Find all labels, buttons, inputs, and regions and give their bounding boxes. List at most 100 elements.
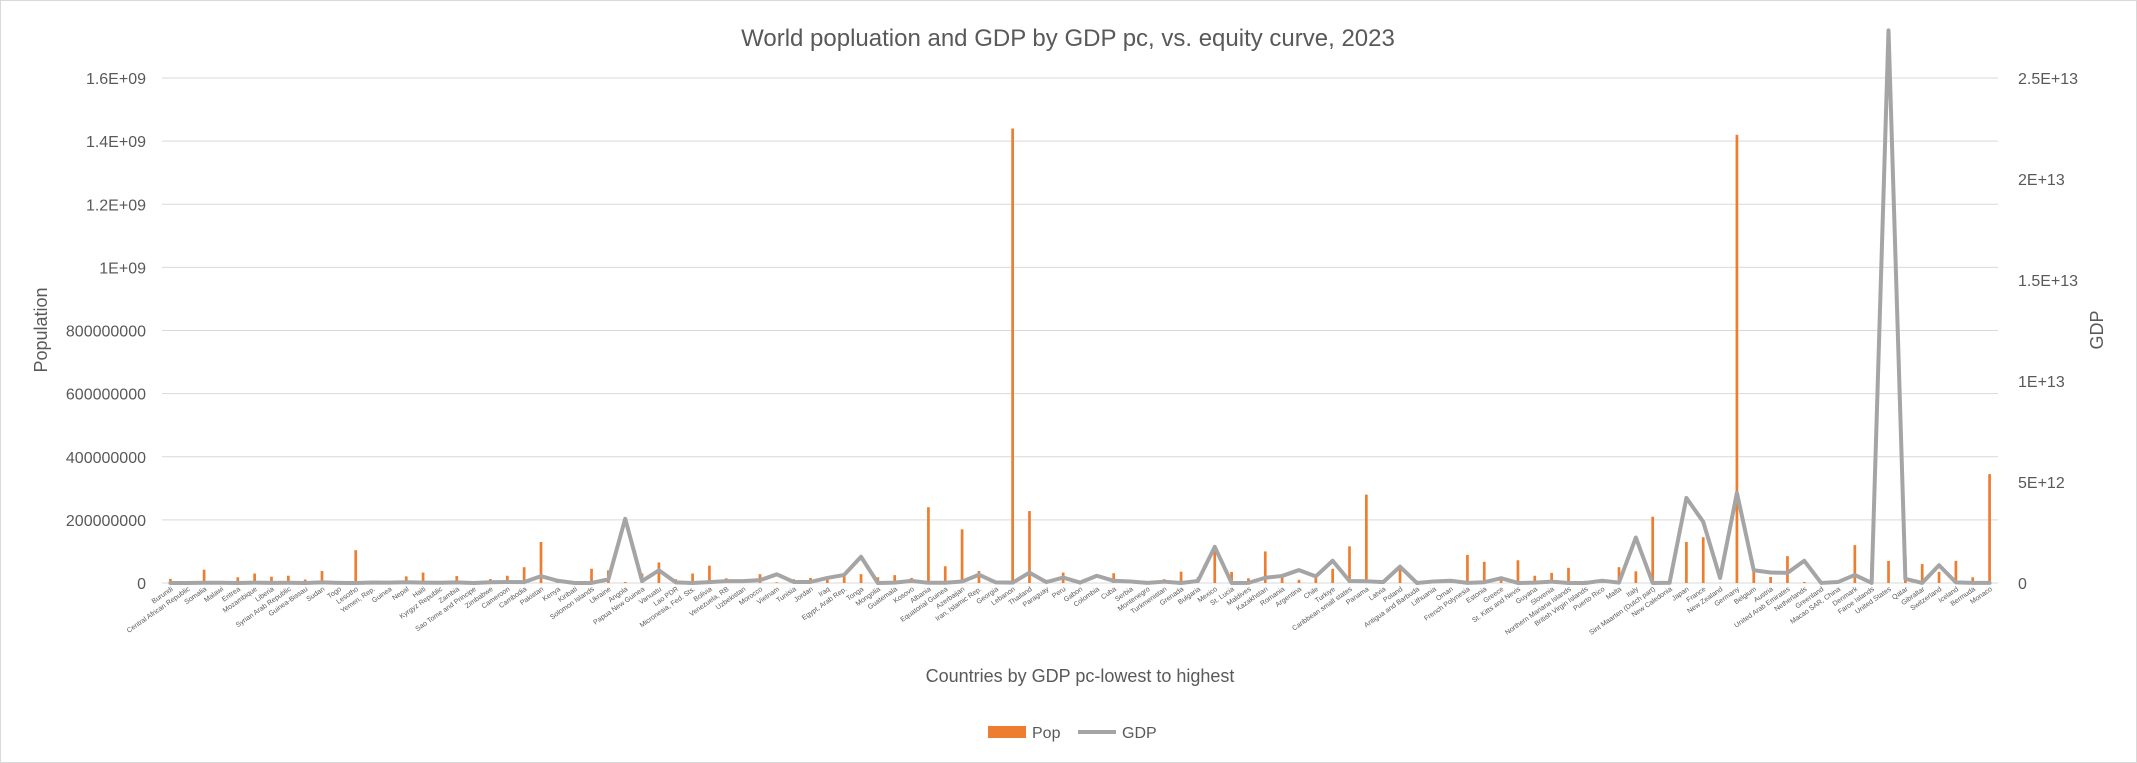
y2-tick-label: 5E+12 bbox=[2018, 475, 2065, 492]
pop-bar bbox=[1516, 560, 1520, 583]
x-axis-title: Countries by GDP pc-lowest to highest bbox=[926, 666, 1235, 686]
pop-bar bbox=[1179, 571, 1183, 583]
y2-axis-title: GDP bbox=[2087, 310, 2107, 349]
y-tick-label: 200000000 bbox=[66, 513, 146, 530]
legend: Pop GDP bbox=[988, 725, 1157, 742]
pop-bar bbox=[943, 566, 947, 583]
gdp-line bbox=[168, 28, 1992, 585]
y-tick-label: 1.4E+09 bbox=[86, 134, 146, 151]
category-label: Malta bbox=[1605, 586, 1623, 602]
y-axis-ticks: 0 200000000 400000000 600000000 800000000 1E+… bbox=[66, 71, 146, 593]
y2-tick-label: 0 bbox=[2018, 576, 2027, 593]
pop-bar bbox=[270, 576, 273, 583]
pop-bar bbox=[455, 576, 459, 583]
pop-bar bbox=[404, 576, 408, 583]
pop-bar bbox=[1651, 516, 1655, 583]
y2-tick-label: 1E+13 bbox=[2018, 374, 2065, 391]
pop-bar bbox=[657, 562, 661, 583]
y2-tick-label: 2.5E+13 bbox=[2018, 71, 2078, 88]
y-tick-label: 800000000 bbox=[66, 324, 146, 341]
pop-bar bbox=[691, 573, 694, 583]
pop-bar bbox=[1280, 574, 1284, 583]
pop-bar bbox=[1028, 511, 1031, 583]
y-tick-label: 0 bbox=[137, 576, 146, 593]
pop-bar bbox=[1213, 546, 1217, 583]
pop-bar bbox=[775, 582, 779, 583]
pop-bar bbox=[253, 573, 256, 583]
pop-bar bbox=[354, 550, 358, 583]
pop-bar bbox=[825, 578, 829, 583]
pop-bar bbox=[1752, 568, 1756, 583]
pop-bar bbox=[1617, 567, 1621, 583]
legend-swatch-pop bbox=[988, 726, 1026, 738]
pop-bar bbox=[1314, 576, 1318, 583]
pop-bar bbox=[1499, 579, 1503, 583]
pop-bar bbox=[893, 575, 897, 583]
pop-bar bbox=[1634, 571, 1638, 583]
pop-bar bbox=[1466, 554, 1469, 583]
y-tick-label: 400000000 bbox=[66, 450, 146, 467]
pop-bar bbox=[977, 571, 981, 583]
y2-axis-ticks: 0 5E+12 1E+13 1.5E+13 2E+13 2.5E+13 bbox=[2018, 71, 2078, 593]
gridlines bbox=[162, 77, 1998, 584]
category-label: Malawi bbox=[203, 586, 225, 604]
category-label: Nepal bbox=[391, 586, 410, 602]
pop-bar bbox=[1971, 577, 1975, 583]
pop-bar bbox=[590, 568, 593, 583]
y-axis-title: Population bbox=[31, 287, 51, 372]
pop-bar bbox=[1230, 571, 1233, 583]
pop-bar bbox=[1247, 578, 1250, 583]
pop-bar bbox=[1398, 568, 1402, 583]
pop-bar bbox=[1920, 564, 1924, 583]
pop-bar bbox=[1887, 560, 1890, 583]
pop-bar bbox=[1802, 581, 1806, 583]
pop-bar bbox=[1685, 541, 1688, 583]
pop-bar bbox=[1735, 134, 1739, 583]
pop-bar bbox=[1937, 571, 1941, 583]
pop-bar bbox=[708, 565, 711, 583]
pop-bar bbox=[1348, 546, 1351, 583]
pop-bar bbox=[1533, 575, 1537, 583]
pop-bar bbox=[1567, 567, 1570, 583]
pop-bar bbox=[1263, 551, 1267, 583]
pop-bar bbox=[842, 573, 846, 583]
y2-tick-label: 1.5E+13 bbox=[2018, 273, 2078, 290]
y-tick-label: 1.2E+09 bbox=[86, 197, 146, 214]
pop-bar bbox=[1550, 572, 1553, 583]
y-tick-label: 1E+09 bbox=[99, 260, 146, 277]
legend-label-pop: Pop bbox=[1032, 725, 1061, 742]
pop-bar bbox=[1769, 577, 1772, 583]
pop-bar bbox=[236, 577, 240, 583]
y-tick-label: 1.6E+09 bbox=[86, 71, 146, 88]
pop-bar bbox=[522, 567, 526, 583]
pop-bar bbox=[960, 529, 964, 583]
pop-bar bbox=[1331, 568, 1335, 583]
pop-bar bbox=[505, 575, 509, 583]
pop-bar bbox=[1365, 494, 1368, 584]
pop-bar bbox=[1482, 561, 1486, 583]
y-tick-label: 600000000 bbox=[66, 387, 146, 404]
pop-bar bbox=[286, 575, 290, 583]
pop-bar bbox=[927, 507, 930, 583]
pop-bar bbox=[1988, 474, 1991, 583]
pop-bar bbox=[1701, 537, 1705, 583]
pop-bars bbox=[169, 128, 1991, 584]
pop-bar bbox=[1853, 545, 1857, 584]
pop-bar bbox=[1112, 573, 1116, 583]
pop-bar bbox=[320, 571, 324, 583]
pop-bar bbox=[1297, 579, 1301, 583]
pop-bar bbox=[1011, 128, 1014, 583]
pop-bar bbox=[859, 574, 863, 583]
pop-bar bbox=[1786, 556, 1789, 583]
pop-bar bbox=[1954, 560, 1958, 583]
y2-tick-label: 2E+13 bbox=[2018, 172, 2065, 189]
pop-bar bbox=[539, 541, 543, 583]
legend-label-gdp: GDP bbox=[1122, 725, 1157, 742]
category-label: Jordan bbox=[793, 586, 815, 604]
pop-bar bbox=[421, 572, 425, 583]
pop-bar bbox=[202, 569, 206, 583]
category-label: Sudan bbox=[306, 586, 327, 603]
